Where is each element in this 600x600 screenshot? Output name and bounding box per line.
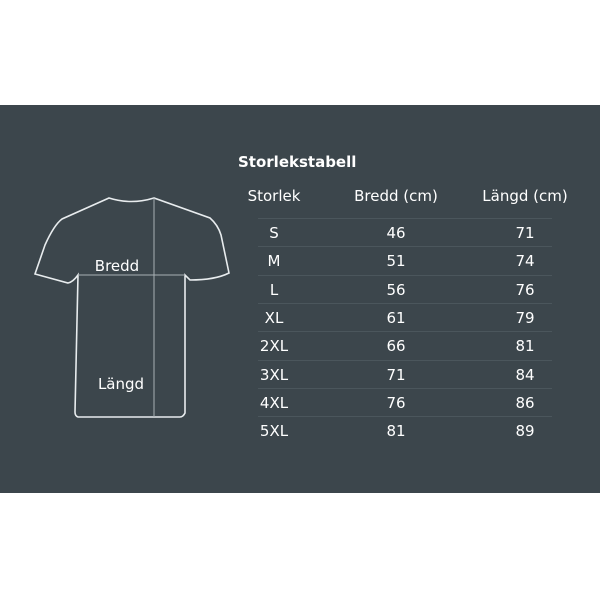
table-row: 2XL 66 81 — [258, 331, 552, 360]
size-cell: M — [267, 252, 281, 271]
width-cell: 81 — [386, 422, 406, 441]
size-cell: XL — [264, 308, 284, 327]
header-length: Längd (cm) — [482, 187, 568, 205]
size-chart-panel: Bredd Längd Storlekstabell Storlek Bredd… — [0, 105, 600, 493]
size-cell: 3XL — [259, 365, 289, 384]
width-cell: 51 — [386, 252, 406, 271]
table-row: 5XL 81 89 — [258, 416, 552, 445]
table-row: XL 61 79 — [258, 302, 552, 332]
size-cell: 5XL — [259, 422, 289, 441]
size-cell: 2XL — [259, 337, 289, 356]
width-cell: 71 — [386, 365, 406, 384]
header-size: Storlek — [247, 187, 301, 205]
width-cell: 76 — [386, 393, 406, 412]
header-width: Bredd (cm) — [354, 187, 438, 205]
size-cell: 4XL — [259, 393, 289, 412]
tshirt-outline-icon — [33, 197, 230, 418]
table-row: M 51 74 — [258, 246, 552, 275]
length-cell: 81 — [515, 337, 535, 356]
width-cell: 66 — [386, 337, 406, 356]
table-title: Storlekstabell — [238, 153, 357, 171]
table-row: L 56 76 — [258, 274, 552, 304]
table-row: 4XL 76 86 — [258, 387, 552, 417]
width-cell: 61 — [386, 308, 406, 327]
length-cell: 79 — [515, 308, 535, 327]
length-cell: 84 — [515, 365, 535, 384]
size-cell: L — [269, 280, 279, 299]
length-cell: 71 — [515, 224, 535, 242]
length-cell: 89 — [515, 422, 535, 441]
length-cell: 76 — [515, 280, 535, 299]
size-cell: S — [269, 224, 279, 242]
length-label: Längd — [97, 375, 145, 393]
table-row: 3XL 71 84 — [258, 359, 552, 389]
length-cell: 86 — [515, 393, 535, 412]
width-cell: 46 — [386, 224, 406, 242]
width-cell: 56 — [386, 280, 406, 299]
table-row: S 46 71 — [258, 218, 552, 247]
width-label: Bredd — [94, 257, 140, 275]
length-cell: 74 — [515, 252, 535, 271]
